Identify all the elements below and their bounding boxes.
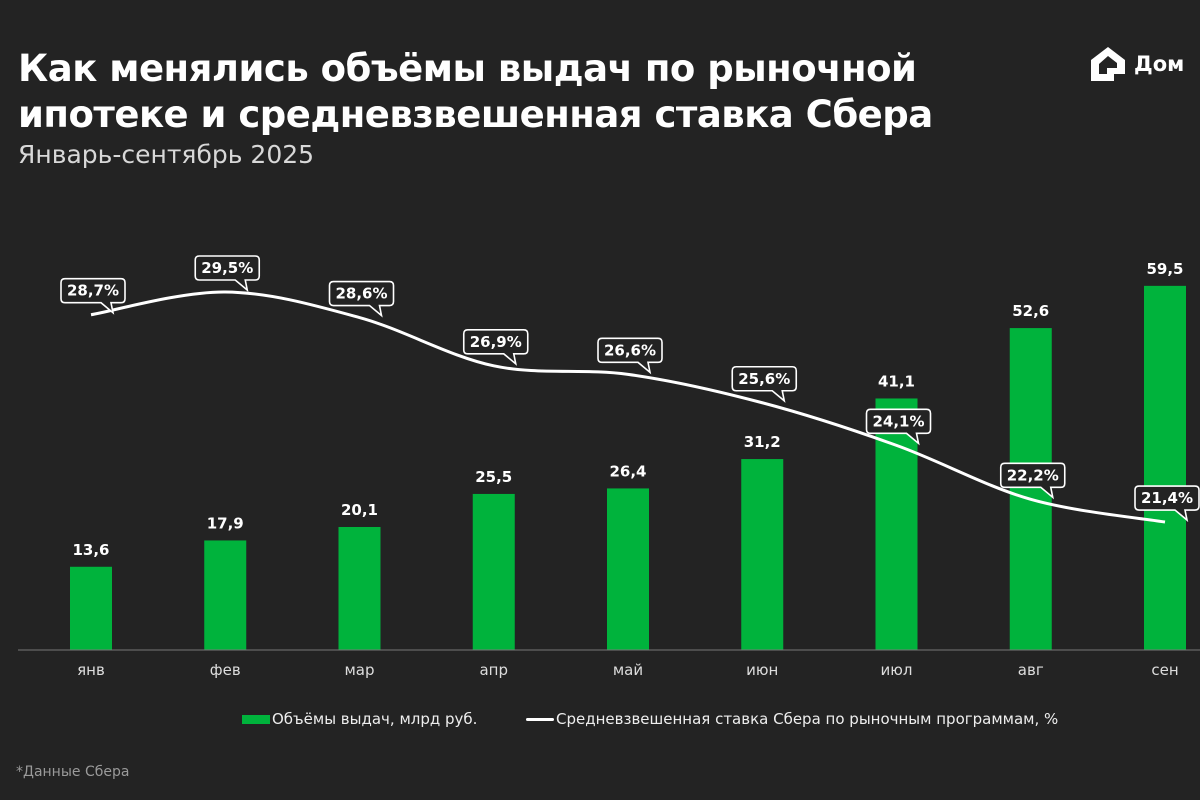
chart-subtitle: Январь-сентябрь 2025 — [18, 140, 315, 169]
bar-value-label: 20,1 — [341, 501, 378, 519]
house-logo-icon — [1091, 47, 1125, 81]
rate-callout — [731, 365, 798, 403]
rate-value-label: 24,1% — [872, 412, 924, 430]
chart-title: Как менялись объёмы выдач по рыночной ип… — [18, 46, 933, 138]
bar — [338, 526, 381, 650]
bar-value-label: 31,2 — [744, 433, 781, 451]
bar — [607, 488, 649, 650]
x-tick-label: июл — [881, 661, 913, 679]
bar-value-label: 25,5 — [475, 468, 512, 486]
bar — [741, 459, 784, 650]
x-tick-label: авг — [1018, 661, 1044, 679]
bar-value-label: 41,1 — [878, 372, 915, 390]
x-tick-label: июн — [746, 661, 778, 679]
rate-value-label: 29,5% — [201, 259, 253, 277]
bar-value-label: 59,5 — [1146, 260, 1183, 278]
x-tick-label: май — [613, 661, 643, 679]
bar-value-label: 17,9 — [207, 514, 244, 532]
logo-text: Дом — [1134, 52, 1185, 76]
x-tick-label: янв — [77, 661, 105, 679]
bar-value-label: 52,6 — [1012, 302, 1049, 320]
rate-value-label: 25,6% — [738, 370, 790, 388]
rate-callout — [328, 280, 395, 318]
rate-value-label: 21,4% — [1141, 489, 1193, 507]
legend-item-volume: Объёмы выдач, млрд руб. — [242, 710, 477, 728]
footnote: *Данные Сбера — [16, 764, 130, 780]
legend-item-rate: Средневзвешенная ставка Сбера по рыночны… — [526, 710, 1058, 728]
x-tick-label: фев — [210, 661, 241, 679]
rate-value-label: 26,9% — [470, 333, 522, 351]
title-line-1: Как менялись объёмы выдач по рыночной — [18, 47, 917, 90]
title-line-2: ипотеке и средневзвешенная ставка Сбера — [18, 93, 933, 136]
x-tick-label: мар — [344, 661, 374, 679]
rate-callout — [60, 277, 126, 315]
rate-value-label: 28,6% — [335, 285, 387, 303]
bar — [472, 493, 515, 650]
logo: Дом — [1088, 44, 1184, 84]
bar — [204, 540, 247, 650]
bar — [70, 566, 112, 650]
rate-callout — [194, 255, 261, 293]
rate-line — [90, 290, 1166, 524]
bar — [1144, 285, 1186, 650]
rate-callout — [462, 329, 529, 366]
x-tick-label: сен — [1151, 661, 1178, 679]
legend-swatch-bar — [242, 714, 270, 724]
rate-value-label: 22,2% — [1007, 466, 1059, 484]
legend-label: Средневзвешенная ставка Сбера по рыночны… — [556, 710, 1059, 728]
rate-callout — [865, 408, 932, 446]
rate-callout — [1134, 485, 1200, 523]
bar-value-label: 13,6 — [72, 541, 109, 559]
legend-label: Объёмы выдач, млрд руб. — [272, 710, 478, 728]
legend-swatch-line — [526, 717, 554, 721]
rate-value-label: 28,7% — [67, 282, 119, 300]
rate-callout — [999, 462, 1066, 500]
x-tick-label: апр — [479, 661, 508, 679]
rate-value-label: 26,6% — [604, 341, 656, 359]
bar-value-label: 26,4 — [609, 462, 646, 480]
rate-callout — [597, 337, 663, 375]
